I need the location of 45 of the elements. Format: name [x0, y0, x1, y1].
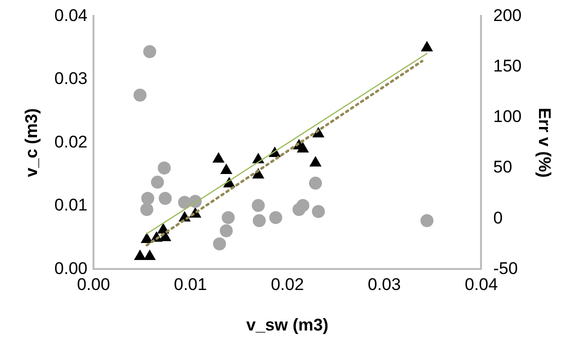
point — [421, 41, 433, 52]
x-axis-title: v_sw (m3) — [246, 315, 328, 334]
point — [158, 223, 169, 234]
x-tick-label: 0.03 — [368, 275, 401, 294]
point — [296, 198, 310, 212]
point — [252, 214, 266, 228]
point — [220, 164, 232, 174]
y2-tick-label: 50 — [493, 158, 512, 177]
point — [143, 45, 156, 58]
point — [158, 192, 172, 205]
y2-tick-label: -50 — [493, 258, 518, 278]
y-tick-label: 0.01 — [54, 196, 88, 215]
point — [310, 156, 322, 166]
y-tick-label: 0.03 — [54, 69, 88, 88]
point — [140, 202, 154, 216]
point — [420, 214, 434, 228]
x-tick-label: 0.02 — [270, 275, 304, 294]
x-tick-label: 0.04 — [464, 275, 498, 294]
point — [141, 232, 152, 243]
point — [269, 211, 282, 224]
y-tick-label: 0.04 — [54, 6, 88, 25]
point — [308, 176, 322, 190]
point — [150, 176, 164, 189]
point — [141, 192, 154, 205]
point — [134, 88, 147, 102]
y-axis-title: v_c (m3) — [22, 108, 41, 178]
point — [252, 198, 265, 212]
point — [213, 237, 226, 250]
x-tick-label: 0.01 — [174, 275, 207, 294]
point — [312, 205, 325, 218]
y2-tick-label: 200 — [493, 6, 522, 25]
y-tick-label: 0.00 — [54, 258, 88, 278]
point — [134, 250, 146, 260]
point — [144, 250, 156, 260]
point — [222, 211, 235, 224]
x-tick-label: 0.00 — [76, 275, 110, 294]
point — [297, 142, 309, 153]
y2-tick-label: 150 — [493, 56, 522, 76]
point — [220, 224, 233, 238]
y2-tick-label: 100 — [493, 107, 522, 126]
point — [158, 162, 171, 174]
point — [212, 152, 224, 163]
y-tick-label: 0.02 — [54, 132, 88, 152]
y2-tick-label: 0 — [493, 208, 503, 228]
y2-axis-title: Err v (%) — [535, 108, 554, 178]
